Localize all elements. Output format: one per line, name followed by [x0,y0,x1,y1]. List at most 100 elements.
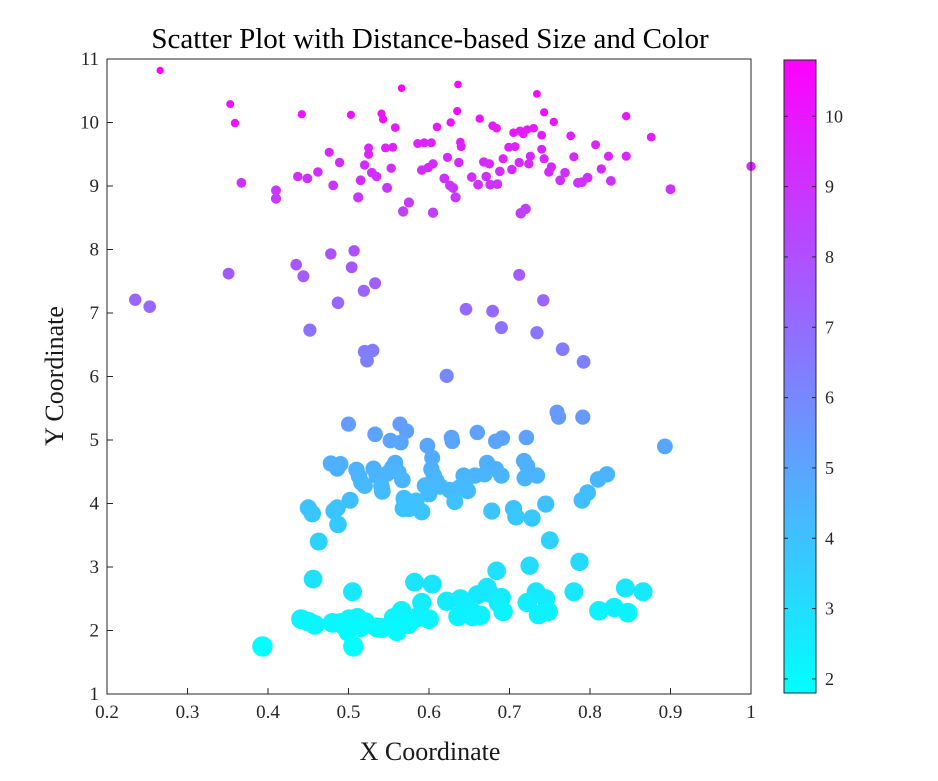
data-point [386,621,407,642]
data-point [397,84,406,92]
data-point [343,582,362,602]
data-point [348,245,360,257]
data-point [493,601,513,622]
data-point [555,175,566,186]
x-tick-label: 0.3 [176,702,200,723]
data-point [394,471,411,489]
data-point [525,151,536,161]
data-point [403,197,414,208]
data-point [486,304,499,318]
data-point [420,485,438,503]
data-point [386,163,396,173]
data-point [302,173,313,184]
data-point [518,129,528,139]
x-tick-label: 0.7 [498,702,522,723]
data-point [591,140,601,150]
data-point [236,177,247,188]
data-point [303,505,321,523]
colorbar-tick-label: 3 [825,599,834,619]
y-tick-label: 7 [90,303,100,324]
data-point [360,353,374,368]
data-point [473,179,483,190]
data-point [487,561,506,581]
colorbar-tick-label: 4 [825,528,834,548]
data-point [462,606,483,627]
data-point [357,284,370,297]
data-point [381,143,390,153]
data-point [514,157,524,168]
y-tick-label: 2 [90,621,100,642]
data-point [549,117,558,127]
chart-title: Scatter Plot with Distance-based Size an… [151,23,709,55]
data-point [454,80,462,89]
x-tick-label: 0.6 [417,702,441,723]
data-point [453,107,462,116]
data-point [459,302,473,316]
y-tick-label: 3 [90,557,100,578]
data-point [484,159,495,169]
y-tick-label: 6 [90,367,100,388]
data-point [405,572,424,592]
data-point [459,482,476,500]
data-point [346,110,355,119]
y-axis-title: Y Coordinate [40,306,69,446]
data-point [297,270,310,283]
data-point [575,409,591,425]
data-point [340,416,357,432]
data-point [513,268,526,281]
data-point [448,606,468,627]
data-point [456,142,466,152]
data-point [539,154,549,164]
data-point [364,143,374,153]
x-axis-title: X Coordinate [360,737,501,766]
data-point [481,171,492,182]
data-point [129,293,142,306]
data-point [390,123,400,132]
data-point [566,131,576,141]
data-point [573,491,591,509]
data-point [537,130,547,140]
x-tick-label: 0.5 [337,702,361,723]
data-point [252,636,273,657]
data-point [520,556,539,575]
data-point [469,424,485,441]
data-point [343,636,364,657]
data-point [454,157,464,168]
data-point [364,149,374,159]
data-point [483,502,501,520]
data-point [507,164,517,175]
data-point [485,179,496,190]
y-tick-label: 8 [90,240,100,261]
data-point [573,177,583,188]
colorbar: 2 3 4 5 6 7 8 9 10 [783,59,843,694]
y-tick-label: 4 [90,494,100,515]
data-point [427,207,439,218]
data-point [437,591,457,611]
y-tick-label: 11 [81,49,99,70]
data-point [325,248,337,260]
data-point [422,574,442,594]
data-point [537,144,547,154]
y-tick-label: 1 [90,684,100,705]
data-point [367,426,383,443]
data-point [475,114,484,123]
data-point [446,118,455,127]
data-point [392,434,409,451]
data-point [371,618,392,638]
data-point [331,296,345,310]
x-tick-label: 1 [746,702,756,723]
data-point [419,437,436,454]
data-point [373,483,391,500]
data-point [564,582,584,602]
data-point [488,433,504,450]
x-tick-label: 0.2 [95,702,119,723]
data-point [657,438,673,455]
data-point [518,429,535,446]
data-point [618,602,638,623]
data-point [589,601,609,621]
data-point [345,261,358,274]
data-point [359,160,370,170]
data-point [537,495,555,513]
data-point [507,508,525,526]
